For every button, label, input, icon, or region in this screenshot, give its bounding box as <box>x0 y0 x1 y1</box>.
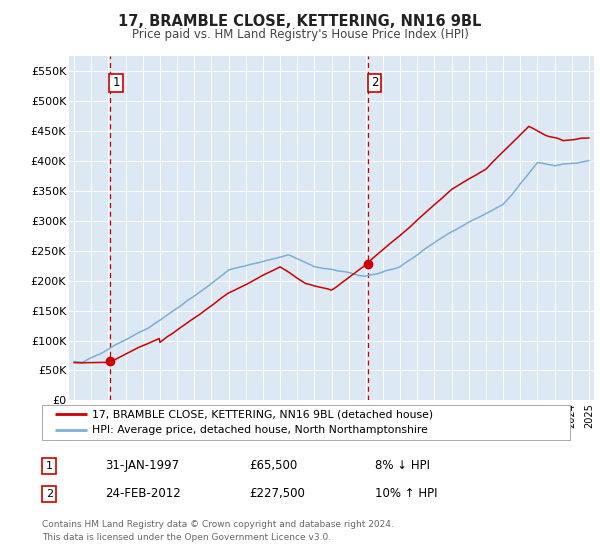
Text: 10% ↑ HPI: 10% ↑ HPI <box>375 487 437 501</box>
Text: Price paid vs. HM Land Registry's House Price Index (HPI): Price paid vs. HM Land Registry's House … <box>131 28 469 41</box>
Text: 8% ↓ HPI: 8% ↓ HPI <box>375 459 430 473</box>
Text: 31-JAN-1997: 31-JAN-1997 <box>105 459 179 473</box>
Text: 2: 2 <box>371 77 379 90</box>
Text: 17, BRAMBLE CLOSE, KETTERING, NN16 9BL (detached house): 17, BRAMBLE CLOSE, KETTERING, NN16 9BL (… <box>92 409 433 419</box>
Text: 1: 1 <box>112 77 120 90</box>
Text: £227,500: £227,500 <box>249 487 305 501</box>
Text: 17, BRAMBLE CLOSE, KETTERING, NN16 9BL: 17, BRAMBLE CLOSE, KETTERING, NN16 9BL <box>118 15 482 29</box>
Text: £65,500: £65,500 <box>249 459 297 473</box>
Text: 1: 1 <box>46 461 53 471</box>
Text: Contains HM Land Registry data © Crown copyright and database right 2024.
This d: Contains HM Land Registry data © Crown c… <box>42 520 394 542</box>
Text: 24-FEB-2012: 24-FEB-2012 <box>105 487 181 501</box>
Text: 2: 2 <box>46 489 53 499</box>
Text: HPI: Average price, detached house, North Northamptonshire: HPI: Average price, detached house, Nort… <box>92 425 428 435</box>
